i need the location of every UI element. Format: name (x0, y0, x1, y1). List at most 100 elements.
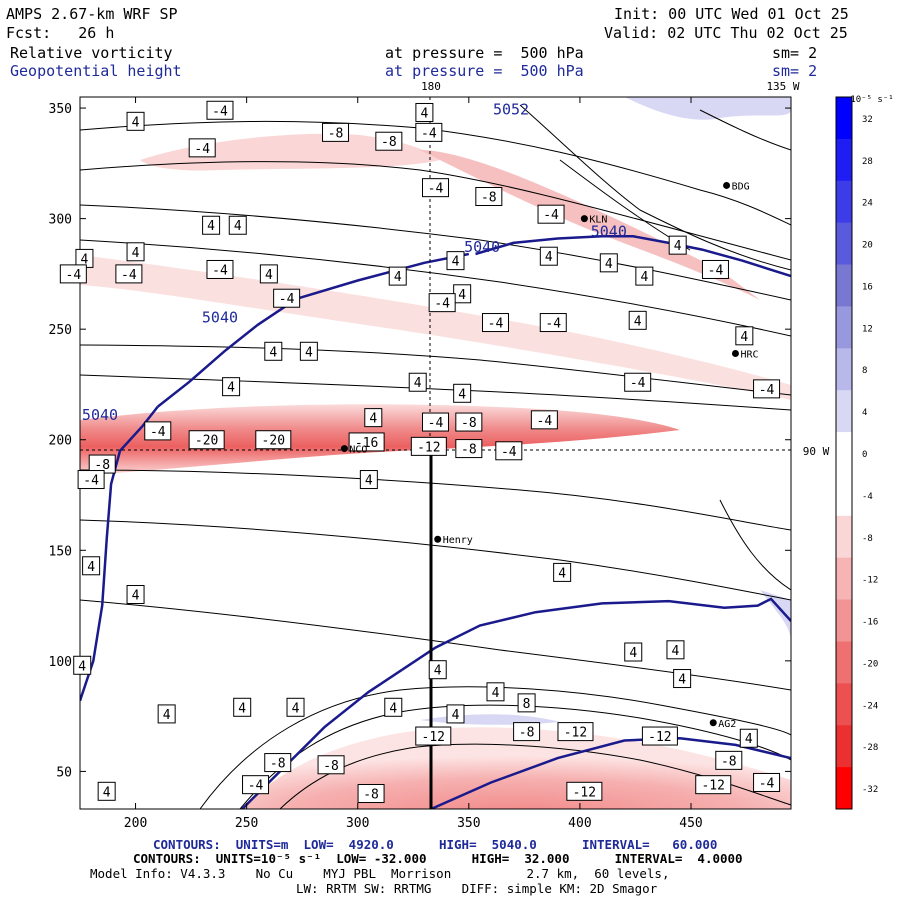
vorticity-label-text: 8 (523, 697, 531, 712)
vorticity-label-box (59, 264, 87, 284)
vorticity-label-text: 4 (434, 664, 442, 679)
vorticity-label-text: -8 (481, 191, 497, 206)
colorbar-segment (836, 97, 852, 140)
vorticity-label-box (553, 562, 572, 582)
vorticity-label: 4 (735, 326, 754, 346)
vorticity-label: -8 (715, 750, 743, 770)
vorticity-label-text: -20 (195, 434, 218, 449)
vorticity-label: 4 (408, 372, 427, 392)
vorticity-label-text: 4 (78, 659, 86, 674)
vorticity-label: -4 (753, 772, 781, 792)
vorticity-label-box (624, 642, 643, 662)
vorticity-label-box (410, 436, 447, 456)
colorbar-segment (836, 222, 852, 266)
vorticity-label-text: 4 (458, 288, 466, 303)
vorticity-label: 4 (599, 253, 618, 273)
colorbar-tick-label: -28 (862, 743, 878, 753)
vorticity-label: 4 (446, 704, 465, 724)
vorticity-label-text: 4 (674, 239, 682, 254)
vorticity-label-box (77, 470, 105, 490)
vorticity-label: 4 (453, 284, 472, 304)
vorticity-label-box (557, 722, 594, 742)
pressure-height: at pressure = 500 hPa (385, 62, 584, 80)
vorticity-label-box (422, 412, 449, 432)
vorticity-label-box (537, 204, 565, 224)
vorticity-label: 4 (739, 728, 758, 748)
vorticity-label-box (486, 682, 505, 702)
vorticity-label-text: 4 (132, 246, 140, 261)
vorticity-label-text: -12 (648, 730, 671, 745)
vorticity-label: -4 (428, 293, 456, 313)
vorticity-label: 4 (388, 266, 407, 286)
colorbar-segment (836, 641, 852, 684)
vorticity-label: 4 (126, 585, 145, 605)
vorticity-label: 4 (126, 242, 145, 262)
colorbar-tick-label: -4 (862, 492, 873, 502)
colorbar-segment (836, 515, 852, 559)
vorticity-label-box (222, 377, 241, 397)
vorticity-label-text: 4 (634, 314, 642, 329)
init-time: Init: 00 UTC Wed 01 Oct 25 (614, 5, 849, 23)
colorbar-segment (836, 180, 852, 224)
vorticity-label-text: -20 (262, 434, 285, 449)
station-name: KLN (589, 215, 607, 226)
colorbar-tick-label: -32 (862, 785, 878, 795)
vorticity-label: -8 (357, 784, 385, 804)
vorticity-label-text: 4 (292, 701, 300, 716)
vorticity-label-box (668, 235, 687, 255)
vorticity-label-text: -4 (545, 317, 561, 332)
y-tick-label: 250 (49, 323, 72, 338)
station-dot (723, 181, 731, 189)
vorticity-label: 4 (553, 562, 572, 582)
vorticity-label: -12 (641, 726, 678, 746)
height-contours (80, 235, 791, 809)
vorticity-label-text: -8 (381, 135, 397, 150)
vorticity-label-text: 4 (163, 708, 171, 723)
height-contour-line (475, 235, 791, 278)
vorticity-label-text: 4 (132, 115, 140, 130)
vorticity-label-text: 4 (132, 589, 140, 604)
colorbar-segment (836, 725, 852, 768)
colorbar-segment (836, 138, 852, 182)
vorticity-positive-patch (760, 590, 791, 640)
vorticity-label: 4 (82, 556, 101, 576)
colorbar-tick-label: 0 (862, 450, 867, 460)
vorticity-label-box (359, 470, 378, 490)
vorticity-label: 4 (259, 264, 278, 284)
vorticity-label: 4 (228, 215, 247, 235)
colorbar-segment (836, 264, 852, 307)
vorticity-label-text: -4 (759, 776, 775, 791)
vorticity-label: -4 (144, 421, 172, 441)
vorticity-label: -8 (322, 122, 350, 142)
vorticity-label-text: -8 (461, 443, 477, 458)
height-labels: 5052 5040 5040 5040 5040 (82, 101, 627, 424)
vorticity-label-text: 4 (545, 250, 553, 265)
vorticity-label-box (375, 131, 403, 151)
colorbar-tick-label: 24 (862, 199, 873, 209)
vorticity-label: -4 (537, 204, 565, 224)
vorticity-label-box (453, 383, 472, 403)
vorticity-label-text: -8 (94, 458, 110, 473)
vorticity-label-text: 4 (305, 345, 313, 360)
vorticity-label-box (539, 246, 558, 266)
vorticity-label-box (228, 215, 247, 235)
colorbar-units: 10⁻⁵ s⁻¹ (850, 95, 893, 105)
vorticity-label-text: -4 (630, 376, 646, 391)
vorticity-label-text: 4 (414, 376, 422, 391)
vorticity-label-box (539, 313, 567, 333)
vorticity-label-box (206, 100, 234, 120)
station-dot (709, 719, 717, 727)
vorticity-label-text: -8 (461, 416, 477, 431)
vorticity-label-text: 4 (269, 345, 277, 360)
vorticity-label-box (530, 410, 558, 430)
station-name: BDG (732, 181, 750, 192)
station-name: Henry (443, 535, 473, 546)
vorticity-label: -12 (695, 775, 732, 795)
vorticity-label: -8 (475, 187, 503, 207)
vorticity-label-text: -4 (501, 445, 517, 460)
stations: BDG KLN HRC NCO Henry AG2 (340, 181, 759, 730)
vorticity-label-text: -4 (488, 317, 504, 332)
vorticity-label-box (126, 242, 145, 262)
axis-ticks: 200 250 300 350 400 450 50 100 150 200 250 300 350 (49, 97, 791, 831)
vorticity-label-box (495, 441, 523, 461)
